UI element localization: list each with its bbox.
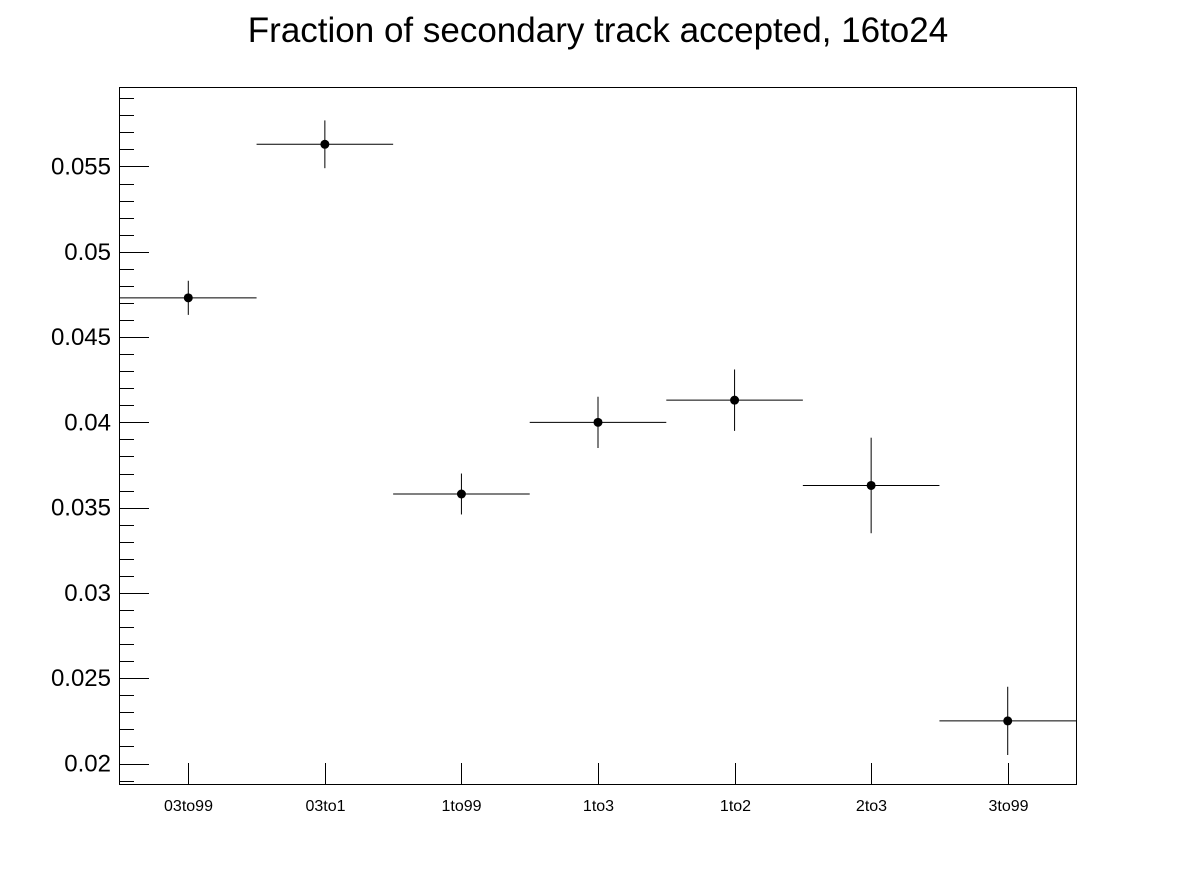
x-tick-label: 03to1 [305,798,345,815]
x-tick-label: 03to99 [164,798,213,815]
marker [593,417,603,427]
x-tick-label: 1to99 [441,798,481,815]
x-tick-label: 3to99 [988,798,1028,815]
marker [183,293,193,303]
data-points [120,120,1076,755]
y-tick-label: 0.03 [64,580,111,607]
y-tick-label: 0.045 [51,324,111,351]
data-point-03to1 [256,120,394,169]
y-tick-label: 0.04 [64,409,111,436]
marker [730,395,740,405]
x-tick-label: 1to3 [583,798,614,815]
data-point-03to99 [120,280,257,315]
y-tick-label: 0.055 [51,153,111,180]
data-point-3to99 [939,686,1076,755]
data-point-1to2 [666,369,803,431]
plot-frame [119,87,1077,785]
chart-title: Fraction of secondary track accepted, 16… [248,11,948,50]
y-tick-label: 0.025 [51,665,111,692]
data-point-1to99 [393,473,530,515]
data-point-2to3 [802,437,940,534]
marker [320,139,330,149]
x-axis: 03to99 03to1 1to99 1to3 1to2 2to3 3to99 [164,763,1029,815]
marker [1003,716,1013,726]
y-tick-label: 0.035 [51,495,111,522]
data-point-1to3 [529,396,667,448]
y-tick-label: 0.02 [64,751,111,778]
x-tick-label: 1to2 [720,798,751,815]
marker [866,480,876,490]
marker [456,489,466,499]
y-tick-label: 0.05 [64,239,111,266]
y-axis: 0.02 0.025 0.03 0.035 0.04 0.045 0.05 0.055 [51,98,149,782]
x-tick-label: 2to3 [856,798,887,815]
